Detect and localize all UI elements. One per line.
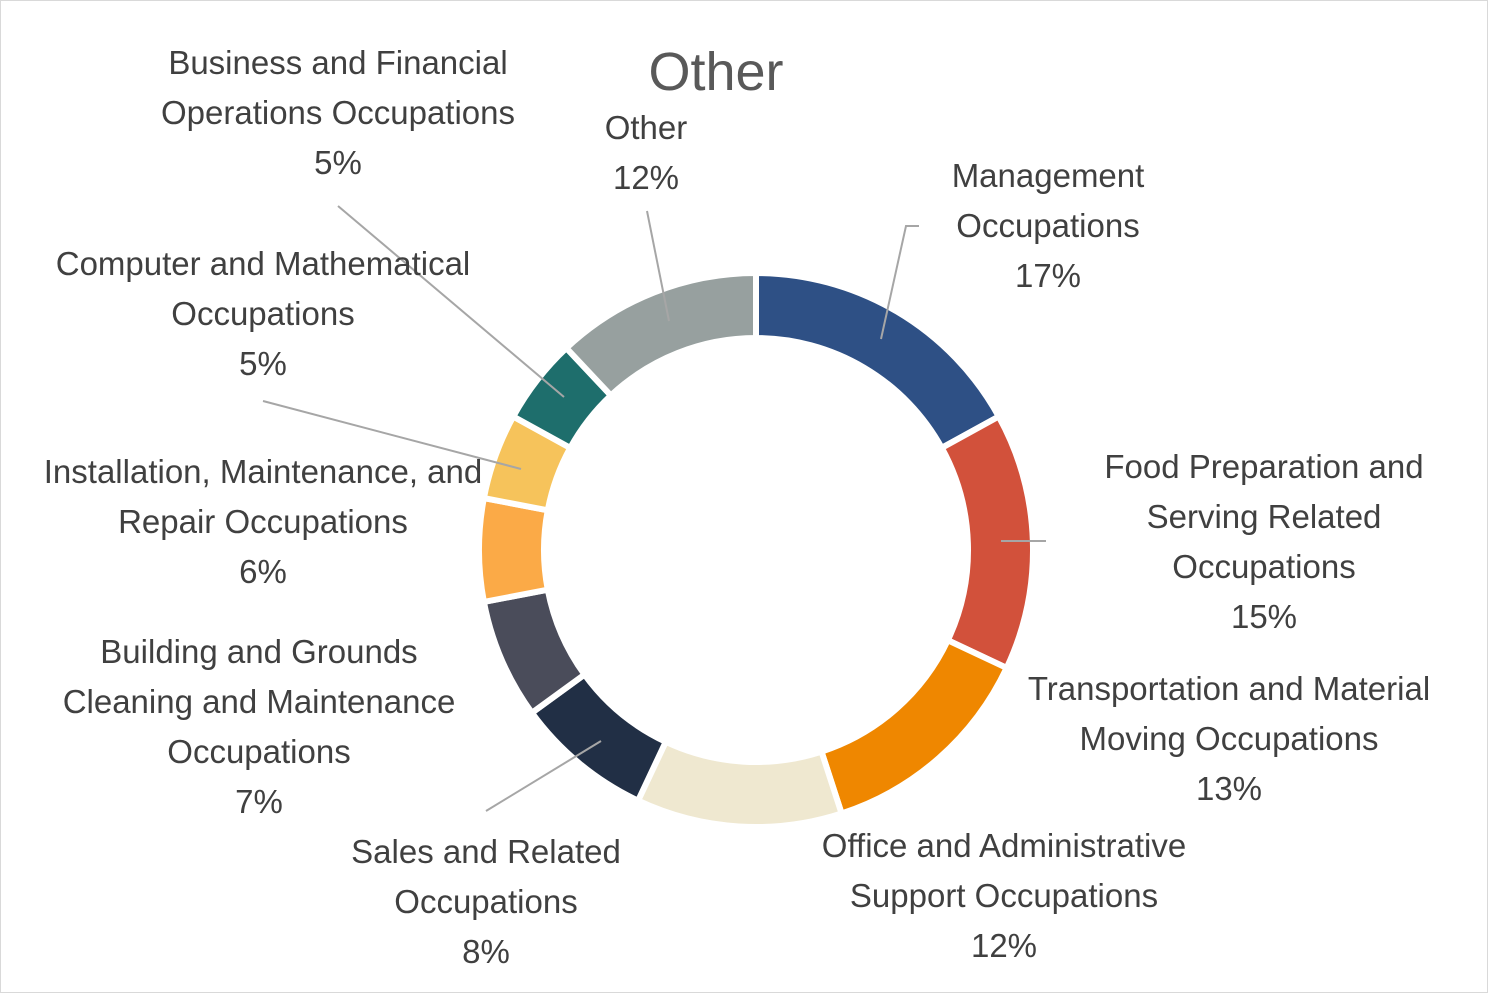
value-label: 6% (239, 553, 287, 590)
donut-slice (476, 494, 552, 606)
category-label: Management Occupations (951, 157, 1145, 244)
data-label: Sales and Related Occupations 8% (326, 827, 646, 977)
data-label: Management Occupations 17% (928, 151, 1168, 301)
value-label: 12% (612, 159, 680, 196)
data-label: Installation, Maintenance, and Repair Oc… (43, 447, 483, 597)
value-label: 5% (239, 345, 287, 382)
value-label: 12% (970, 927, 1038, 964)
donut-slice (937, 412, 1036, 672)
category-label: Office and Administrative Support Occupa… (821, 827, 1187, 914)
data-label: Transportation and Material Moving Occup… (994, 664, 1464, 814)
leader-line (262, 400, 522, 470)
value-label: 13% (1195, 770, 1263, 807)
category-label: Computer and Mathematical Occupations (55, 245, 471, 332)
value-label: 15% (1230, 598, 1298, 635)
category-label: Transportation and Material Moving Occup… (1027, 670, 1431, 757)
value-label: 5% (314, 144, 362, 181)
chart-title: Other (648, 42, 784, 102)
value-label: 8% (462, 933, 510, 970)
data-label: Food Preparation and Serving Related Occ… (1079, 442, 1449, 642)
data-label: Other 12% (586, 103, 706, 203)
leader-line (485, 740, 602, 812)
data-label: Computer and Mathematical Occupations 5% (23, 239, 503, 389)
category-label: Installation, Maintenance, and Repair Oc… (43, 453, 483, 540)
category-label: Food Preparation and Serving Related Occ… (1104, 448, 1424, 585)
leader-line (337, 205, 565, 398)
category-label: Business and Financial Operations Occupa… (160, 44, 516, 131)
category-label: Building and Grounds Cleaning and Mainte… (62, 633, 456, 770)
data-label: Office and Administrative Support Occupa… (789, 821, 1219, 971)
donut-slice (817, 636, 1011, 818)
leader-line (646, 210, 670, 322)
value-label: 17% (1014, 257, 1082, 294)
donut-slice (634, 737, 846, 830)
data-label: Building and Grounds Cleaning and Mainte… (34, 627, 484, 827)
leader-line (880, 225, 919, 340)
category-label: Sales and Related Occupations (351, 833, 621, 920)
data-label: Business and Financial Operations Occupa… (128, 38, 548, 188)
category-label: Other (604, 109, 688, 146)
donut-slice (562, 269, 759, 400)
value-label: 7% (235, 783, 283, 820)
